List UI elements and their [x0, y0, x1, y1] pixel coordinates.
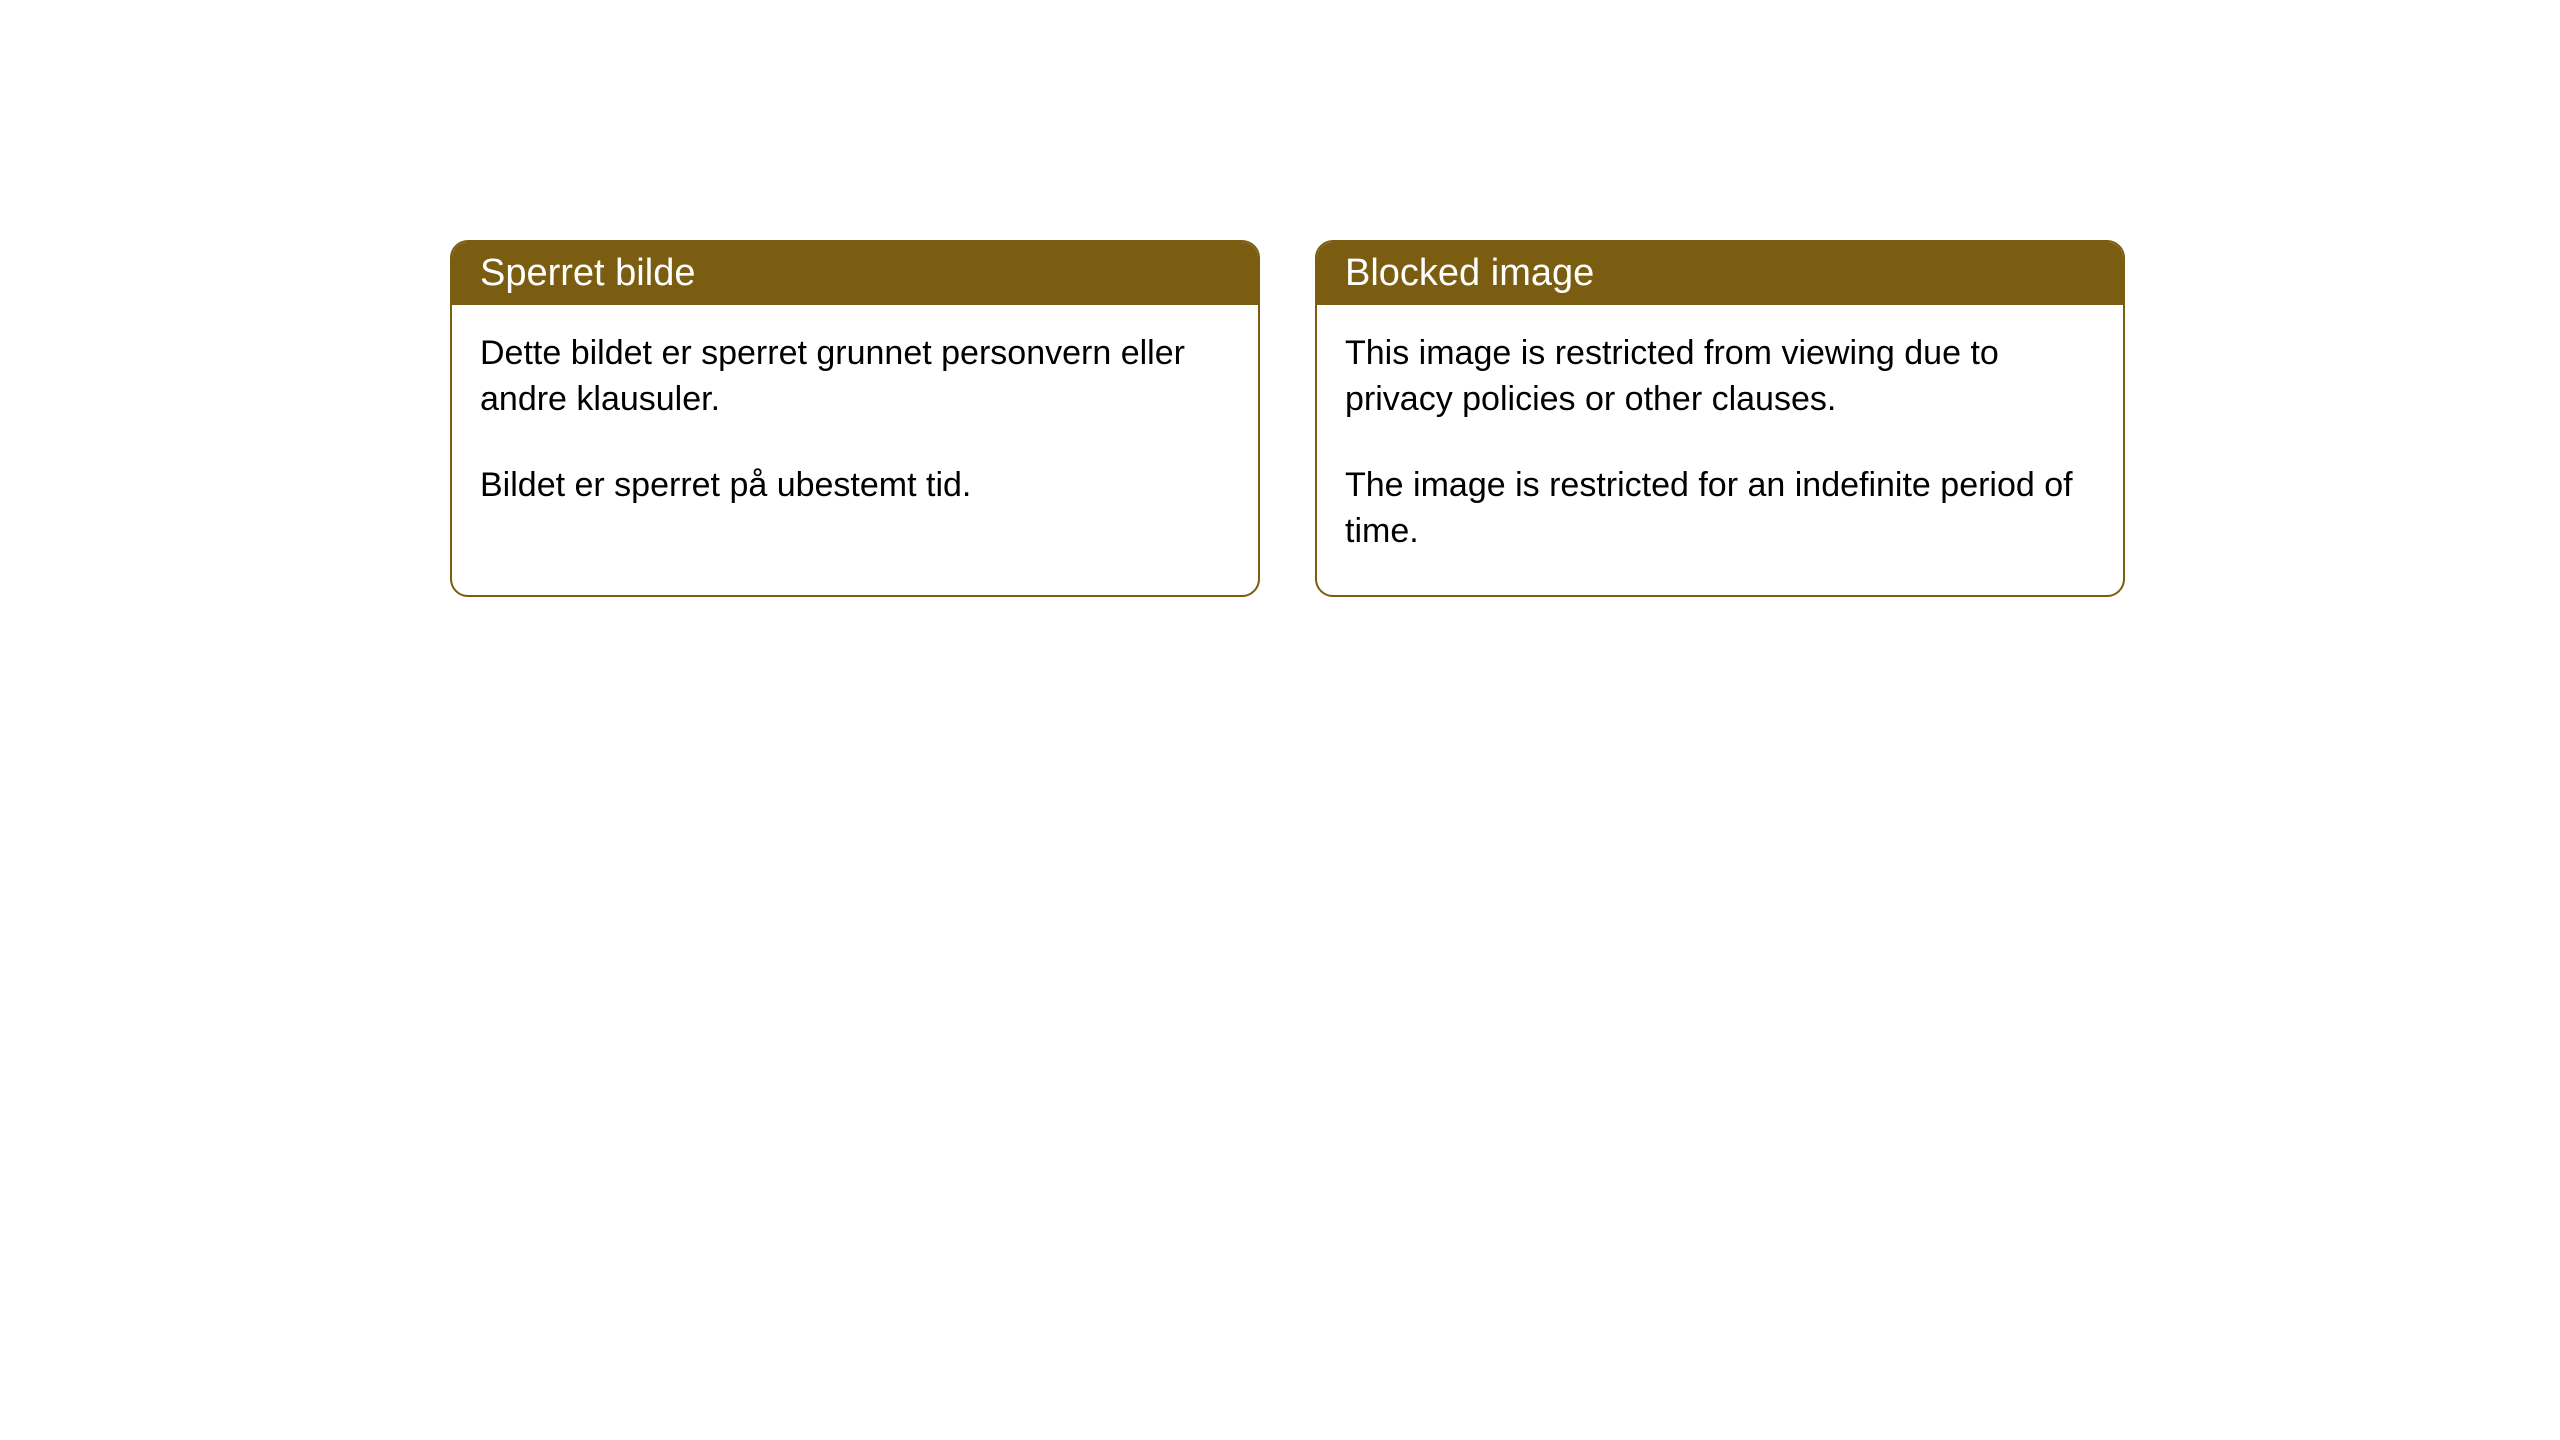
- notices-container: Sperret bilde Dette bildet er sperret gr…: [450, 240, 2125, 597]
- notice-card-norwegian: Sperret bilde Dette bildet er sperret gr…: [450, 240, 1260, 597]
- notice-paragraph-1-norwegian: Dette bildet er sperret grunnet personve…: [480, 331, 1230, 423]
- notice-body-norwegian: Dette bildet er sperret grunnet personve…: [452, 305, 1258, 549]
- notice-paragraph-2-norwegian: Bildet er sperret på ubestemt tid.: [480, 463, 1230, 509]
- notice-title-english: Blocked image: [1345, 252, 1594, 294]
- notice-card-english: Blocked image This image is restricted f…: [1315, 240, 2125, 597]
- notice-paragraph-2-english: The image is restricted for an indefinit…: [1345, 463, 2095, 555]
- notice-title-norwegian: Sperret bilde: [480, 252, 695, 294]
- notice-paragraph-1-english: This image is restricted from viewing du…: [1345, 331, 2095, 423]
- notice-body-english: This image is restricted from viewing du…: [1317, 305, 2123, 595]
- notice-header-norwegian: Sperret bilde: [452, 242, 1258, 305]
- notice-header-english: Blocked image: [1317, 242, 2123, 305]
